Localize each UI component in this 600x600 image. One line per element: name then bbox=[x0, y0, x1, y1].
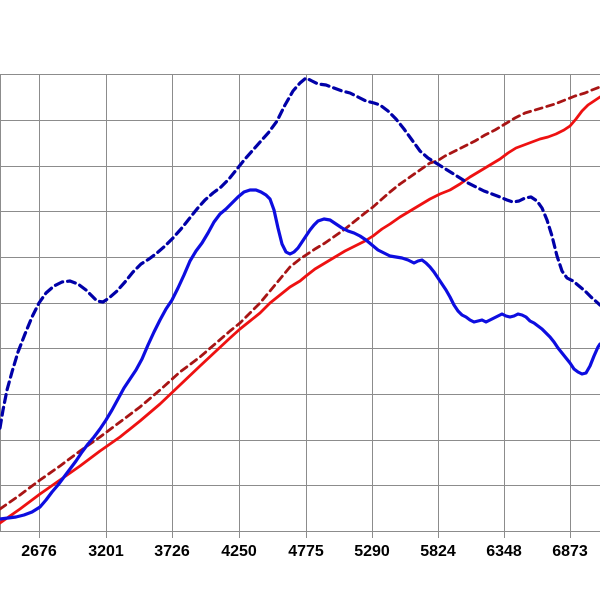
x-tick-label-2676: 2676 bbox=[21, 543, 57, 560]
x-tick-label-4775: 4775 bbox=[288, 543, 324, 560]
x-tick-label-6348: 6348 bbox=[486, 543, 522, 560]
x-tick-label-5824: 5824 bbox=[420, 543, 456, 560]
red-dashed-curve bbox=[0, 85, 600, 511]
x-tick-label-5290: 5290 bbox=[354, 543, 390, 560]
blue-dashed-curve bbox=[0, 76, 600, 430]
curves bbox=[0, 76, 600, 525]
grid-lines bbox=[0, 74, 600, 532]
x-axis-ticks bbox=[39, 531, 571, 538]
x-tick-label-6873: 6873 bbox=[552, 543, 588, 560]
red-solid-curve bbox=[0, 95, 600, 525]
x-axis-tick-labels: 2676 3201 3726 4250 4775 5290 5824 6348 6873 bbox=[21, 543, 588, 560]
x-tick-label-3201: 3201 bbox=[88, 543, 124, 560]
x-tick-label-3726: 3726 bbox=[154, 543, 190, 560]
blue-solid-curve bbox=[0, 188, 600, 521]
x-tick-label-4250: 4250 bbox=[221, 543, 257, 560]
